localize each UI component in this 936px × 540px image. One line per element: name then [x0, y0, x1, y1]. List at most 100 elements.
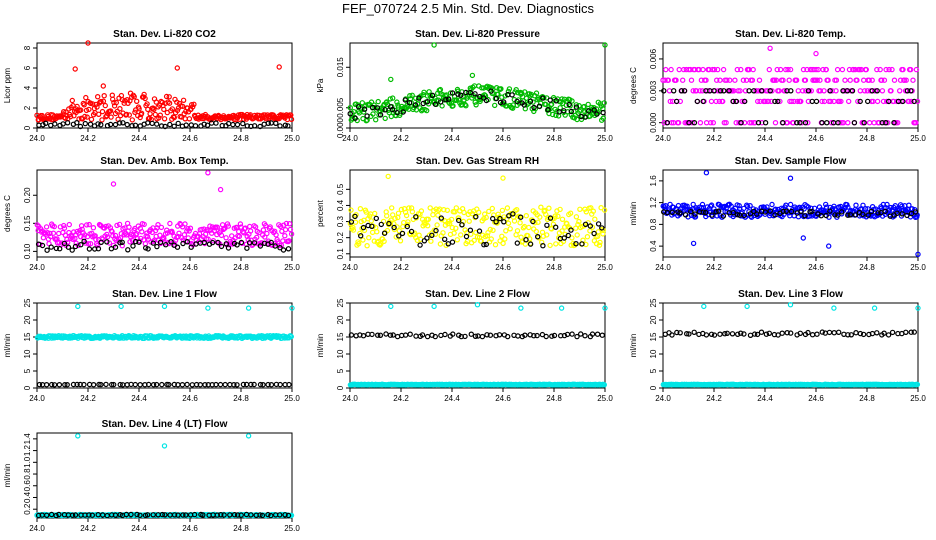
plot-frame	[36, 432, 293, 519]
data-point	[601, 100, 607, 106]
data-point	[854, 77, 860, 83]
data-point	[86, 221, 92, 228]
data-point	[879, 77, 885, 83]
reference-point	[374, 105, 381, 111]
y-tick-label: 10	[23, 349, 32, 358]
data-point	[236, 233, 243, 240]
y-tick-label: 0.6	[23, 480, 32, 492]
data-point	[902, 202, 908, 209]
data-point	[503, 228, 509, 234]
reference-point	[509, 92, 515, 98]
panel-title: Stan. Dev. Amb. Box Temp.	[100, 156, 228, 167]
reference-point	[763, 331, 770, 337]
reference-point	[493, 95, 500, 102]
reference-point	[443, 96, 449, 103]
reference-point	[406, 99, 413, 106]
outlier-point	[431, 303, 437, 310]
data-point	[368, 99, 375, 105]
data-point	[447, 90, 454, 96]
y-tick-label: 0.5	[336, 183, 345, 195]
reference-point	[183, 122, 189, 128]
data-point	[826, 98, 832, 105]
data-point	[201, 226, 207, 232]
data-point	[888, 88, 894, 94]
data-point	[366, 234, 372, 241]
reference-point	[860, 331, 867, 338]
reference-point	[81, 381, 87, 388]
reference-point	[540, 242, 546, 249]
data-point	[804, 66, 810, 73]
data-point	[711, 66, 718, 73]
data-point	[853, 202, 859, 208]
data-point	[538, 204, 544, 210]
reference-point	[813, 98, 820, 105]
data-point	[885, 119, 891, 126]
x-tick-label: 24.0	[29, 134, 45, 143]
reference-point	[238, 512, 244, 518]
y-axis-label: ml/min	[316, 334, 325, 358]
reference-point	[57, 245, 63, 252]
reference-point	[218, 512, 224, 518]
data-point	[223, 235, 229, 241]
reference-point	[61, 240, 68, 247]
reference-point	[273, 120, 279, 127]
reference-point	[805, 329, 811, 336]
x-tick-label: 24.4	[444, 394, 460, 403]
reference-point	[272, 243, 278, 249]
data-point	[839, 66, 846, 73]
reference-point	[805, 88, 812, 94]
plot-frame	[349, 42, 606, 129]
reference-point	[797, 119, 803, 126]
y-tick-label: 0.4	[336, 199, 345, 211]
data-point	[819, 98, 825, 105]
reference-point	[851, 119, 858, 126]
data-point	[113, 99, 120, 106]
reference-point	[522, 332, 528, 338]
reference-point	[845, 332, 851, 338]
data-point	[101, 92, 107, 99]
data-point	[601, 207, 608, 213]
reference-point	[44, 247, 50, 253]
data-point	[407, 92, 413, 99]
data-point	[802, 77, 809, 83]
reference-point	[824, 119, 830, 126]
reference-point	[201, 239, 207, 246]
outlier-point	[558, 305, 565, 311]
data-point	[914, 98, 921, 105]
reference-point	[248, 381, 254, 388]
reference-point	[64, 120, 71, 126]
panel-gas-stream-rh: Stan. Dev. Gas Stream RH percent 24.0 24.…	[316, 156, 613, 272]
reference-point	[78, 241, 84, 248]
data-point	[546, 205, 552, 211]
reference-point	[891, 119, 897, 126]
reference-point	[882, 208, 888, 215]
data-point	[88, 116, 95, 123]
reference-point	[802, 119, 809, 126]
data-point	[158, 224, 165, 231]
reference-point	[568, 227, 574, 233]
data-point	[740, 77, 747, 83]
data-point	[182, 221, 188, 227]
reference-point	[360, 224, 367, 231]
data-point	[406, 205, 412, 211]
data-point	[800, 88, 806, 94]
data-point	[186, 116, 193, 122]
data-point	[142, 95, 148, 102]
data-point	[705, 88, 711, 94]
reference-point	[90, 382, 97, 388]
reference-point	[137, 512, 143, 519]
reference-point	[240, 381, 247, 388]
data-point	[161, 116, 168, 122]
data-point	[765, 98, 772, 105]
data-point	[700, 66, 706, 73]
reference-point	[394, 109, 400, 116]
data-point	[273, 232, 279, 238]
data-point	[670, 204, 677, 211]
reference-point	[429, 232, 435, 238]
reference-point	[104, 122, 111, 129]
reference-point	[514, 98, 520, 105]
data-point	[583, 209, 590, 215]
data-point	[252, 224, 259, 230]
data-point	[157, 112, 163, 118]
reference-point	[534, 332, 540, 339]
